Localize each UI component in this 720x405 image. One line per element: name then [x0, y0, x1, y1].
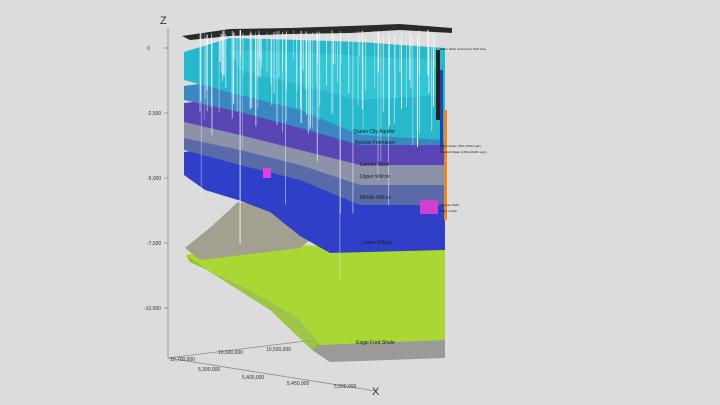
injection-zone-right: [420, 200, 438, 214]
well-group: [199, 30, 436, 279]
x-tick-0: 5,300,000: [198, 367, 220, 373]
legend-wells-in-plan: Wells in Plan: [440, 209, 458, 213]
injection-zone-left: [263, 168, 271, 178]
label-upper-wilcox: Upper Wilcox: [360, 174, 390, 180]
y-tick-1: 10,600,000: [218, 350, 243, 356]
land-surface: [182, 24, 452, 40]
label-lower-wilcox: Lower Wilcox: [362, 240, 392, 246]
eagle-ford-shadow: [186, 255, 320, 350]
label-queen-city-aquifer: Queen City Aquifer: [353, 129, 395, 135]
z-tick-1: -2,500: [147, 111, 161, 117]
z-tick-3: -7,500: [147, 241, 161, 247]
y-tick-0: 10,700,000: [170, 357, 195, 363]
legend-water-wells: Water Wells (Colored by Well Use): [440, 47, 486, 51]
well-column-orange: [444, 110, 447, 220]
layer-lower-wilcox: [184, 147, 445, 260]
x-tick-3: 5,500,000: [334, 384, 356, 390]
x-tick-2: 5,450,000: [287, 381, 309, 387]
lower-wilcox-surface: [184, 147, 445, 253]
well-column: [436, 50, 447, 220]
y-tick-2: 10,500,000: [266, 347, 291, 353]
axis-frame: [164, 28, 377, 392]
z-tick-0: 0: [147, 46, 150, 52]
label-middle-wilcox: Middle Wilcox: [360, 195, 391, 201]
label-eagle-ford-shale: Eagle Ford Shale: [356, 340, 395, 346]
z-tick-2: -5,000: [147, 176, 161, 182]
well-column-blue: [440, 70, 443, 150]
label-reklaw-formation: Reklaw Formation: [355, 140, 396, 146]
x-axis-label: X: [372, 386, 380, 398]
layer-eagle-ford-shale: [186, 245, 445, 362]
legend-fresh-water: Fresh Water (TDS<1000 mg/L): [440, 144, 481, 148]
label-carrizo-sand: Carrizo Sand: [360, 162, 389, 168]
legend-injection-wells: Injection Wells: [440, 203, 460, 207]
eagle-ford-surface: [186, 245, 445, 345]
z-axis-label: Z: [160, 15, 167, 27]
z-tick-4: -10,000: [144, 306, 161, 312]
x-tick-1: 5,400,000: [242, 375, 264, 381]
well-column-black: [436, 50, 440, 120]
legend-brackish-water: Brackish Water (1000-10000 mg/L): [440, 150, 487, 154]
